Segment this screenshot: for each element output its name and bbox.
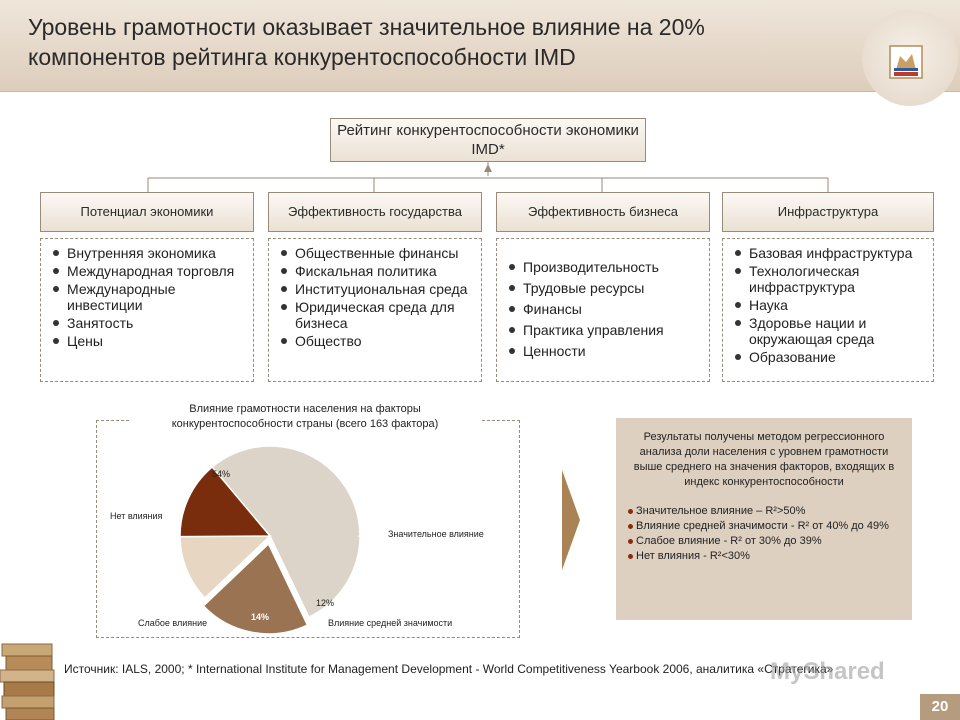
list-item: Общественные финансы <box>281 245 473 261</box>
list-item: Внутренняя экономика <box>53 245 245 261</box>
list-item: Фискальная политика <box>281 263 473 279</box>
list-item: Трудовые ресурсы <box>509 280 701 296</box>
page-number: 20 <box>920 694 960 720</box>
list-item: Ценности <box>509 343 701 359</box>
results-intro: Результаты получены методом регрессионно… <box>633 431 895 488</box>
imd-rating-label: Рейтинг конкурентоспособности экономики … <box>337 122 639 158</box>
imd-rating-box: Рейтинг конкурентоспособности экономики … <box>330 118 646 162</box>
category-label: Инфраструктура <box>777 204 879 219</box>
list-item: Производительность <box>509 259 701 275</box>
results-item: Нет влияния - R²<30% <box>628 549 900 564</box>
list-item: Образование <box>735 349 925 365</box>
slice-value-label: 12% <box>316 598 335 608</box>
list-government-efficiency: Общественные финансы Фискальная политика… <box>268 238 482 382</box>
slice-name-label: Влияние средней значимости <box>328 618 453 628</box>
list-item: Институциональная среда <box>281 281 473 297</box>
list-item: Международные инвестиции <box>53 281 245 313</box>
pie-slice-2 <box>179 535 272 600</box>
category-label: Эффективность бизнеса <box>528 204 678 219</box>
list-item: Технологическая инфраструктура <box>735 263 925 295</box>
slice-name-label: Нет влияния <box>110 511 163 521</box>
list-item: Международная торговля <box>53 263 245 279</box>
list-item: Здоровье нации и окружающая среда <box>735 315 925 347</box>
header-band <box>0 0 960 92</box>
list-economic-potential: Внутренняя экономика Международная торго… <box>40 238 254 382</box>
list-item: Финансы <box>509 301 701 317</box>
category-label: Эффективность государства <box>288 204 462 219</box>
pie-slice-3 <box>179 465 272 538</box>
slice-value-label: 14% <box>251 612 270 622</box>
list-item: Базовая инфраструктура <box>735 245 925 261</box>
results-item: Влияние средней значимости - R² от 40% д… <box>628 519 900 534</box>
list-business-efficiency: Производительность Трудовые ресурсы Фина… <box>496 238 710 382</box>
list-item: Юридическая среда для бизнеса <box>281 299 473 331</box>
category-infrastructure: Инфраструктура <box>722 192 934 232</box>
category-business-efficiency: Эффективность бизнеса <box>496 192 710 232</box>
pie-chart-title: Влияние грамотности населения на факторы… <box>130 402 480 432</box>
category-government-efficiency: Эффективность государства <box>268 192 482 232</box>
arrow-right-icon <box>562 470 580 570</box>
results-item: Слабое влияние - R² от 30% до 39% <box>628 534 900 549</box>
slice-value-label: 54% <box>212 469 231 479</box>
list-item: Общество <box>281 333 473 349</box>
list-item: Практика управления <box>509 322 701 338</box>
slice-name-label: Значительное влияние <box>388 529 484 539</box>
slice-value-label: 20% <box>358 529 377 539</box>
category-economic-potential: Потенциал экономики <box>40 192 254 232</box>
source-note: Источник: IALS, 2000; * International In… <box>64 662 834 676</box>
list-infrastructure: Базовая инфраструктура Технологическая и… <box>722 238 934 382</box>
results-panel: Результаты получены методом регрессионно… <box>616 418 912 620</box>
list-item: Цены <box>53 333 245 349</box>
results-item: Значительное влияние – R²>50% <box>628 504 900 519</box>
pie-chart <box>179 445 361 635</box>
slice-name-label: Слабое влияние <box>138 618 208 628</box>
category-label: Потенциал экономики <box>80 204 214 219</box>
watermark: MyShared <box>770 658 885 685</box>
emblem-icon <box>889 45 923 79</box>
pie-slice-1 <box>202 542 309 635</box>
list-item: Занятость <box>53 315 245 331</box>
page-title: Уровень грамотности оказывает значительн… <box>28 14 705 70</box>
list-item: Наука <box>735 297 925 313</box>
pie-slice-0 <box>211 445 361 619</box>
books-icon <box>0 643 55 720</box>
